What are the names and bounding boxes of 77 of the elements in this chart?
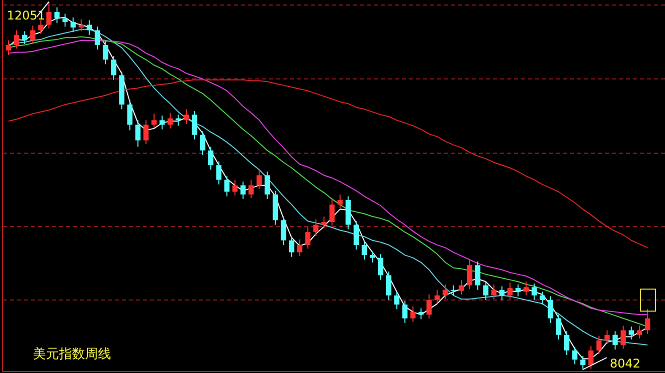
candlestick — [216, 160, 222, 185]
candlestick — [499, 286, 505, 300]
candlestick — [483, 281, 488, 300]
candlestick — [288, 236, 294, 258]
candlestick — [168, 112, 173, 129]
candlestick — [620, 325, 626, 350]
candlestick — [329, 198, 335, 226]
candlestick — [14, 30, 20, 50]
candlestick — [46, 1, 52, 29]
candlestick — [378, 254, 384, 280]
candlestick — [564, 330, 570, 356]
candlestick — [466, 259, 472, 290]
candlestick — [628, 326, 634, 340]
candlestick — [644, 308, 650, 334]
candlestick — [580, 355, 586, 370]
candlestick — [491, 284, 496, 300]
candlestick — [572, 346, 578, 365]
candlestick — [224, 176, 230, 197]
candlestick — [102, 40, 108, 65]
candlestick — [604, 330, 610, 345]
candlestick — [426, 294, 432, 319]
candlestick — [402, 300, 408, 324]
candlestick — [256, 169, 262, 190]
candlestick — [297, 238, 302, 256]
candlestick — [86, 20, 92, 36]
candlestick — [588, 345, 594, 370]
candlestick — [280, 216, 286, 246]
candlestick — [70, 16, 76, 33]
candlestick — [338, 194, 343, 209]
candlestick — [450, 284, 456, 296]
candlestick — [434, 289, 440, 304]
candlestick — [30, 25, 36, 45]
candlestick — [548, 296, 554, 324]
candlestick — [524, 281, 529, 296]
candlestick — [370, 250, 376, 263]
candlestick — [208, 146, 214, 170]
candlestick — [515, 284, 521, 297]
candlestick — [38, 20, 44, 34]
candlestick — [110, 55, 116, 80]
candlestick — [305, 226, 310, 250]
candlestick — [386, 271, 392, 300]
candlestick — [410, 306, 416, 323]
candlestick — [22, 30, 28, 45]
candlestick — [475, 260, 480, 290]
candlestick — [94, 26, 100, 50]
candlestick — [540, 291, 546, 306]
candlestick — [532, 282, 537, 300]
candlestick — [54, 6, 60, 24]
candlestick — [362, 240, 368, 260]
annotation: 12051 — [6, 8, 46, 23]
candlestick — [556, 314, 562, 340]
candlestick — [192, 110, 198, 140]
text: 美元指数周线 — [33, 346, 111, 362]
candlestick — [264, 171, 270, 200]
candlestick — [321, 216, 327, 229]
candlestick — [507, 282, 513, 300]
candlestick — [184, 108, 190, 124]
candlestick — [442, 284, 448, 300]
candlestick — [354, 220, 359, 250]
candlestick — [62, 13, 68, 28]
candlestick — [135, 120, 141, 148]
candlestick — [636, 325, 642, 340]
candlestick — [6, 40, 12, 56]
candlestick — [127, 100, 132, 131]
candlestick — [160, 115, 165, 130]
candlestick — [248, 179, 254, 199]
candlestick — [313, 218, 318, 236]
annotation: 8042 — [610, 356, 640, 371]
candlestick — [458, 279, 464, 295]
candlestick — [151, 113, 157, 128]
candlestick — [240, 181, 246, 200]
candlestick — [200, 130, 206, 156]
candlestick — [143, 120, 149, 145]
candlestick — [394, 291, 400, 310]
candlestick — [596, 335, 602, 355]
candlestick — [612, 330, 618, 350]
candlestick — [78, 18, 84, 32]
